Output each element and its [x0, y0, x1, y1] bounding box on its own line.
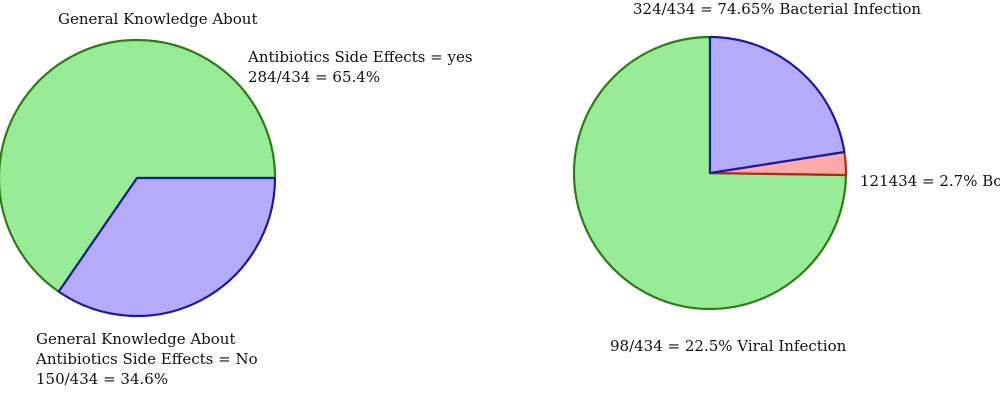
slice-label-2-3: 98/434 = 22.5% Viral Infection — [610, 337, 847, 355]
pie-slice-284-434-65-4 — [0, 38, 277, 293]
slice-label-1-1: Antibiotics Side Effects = yes 284/434 = … — [247, 48, 473, 86]
pie-slice-150-434-34-6 — [57, 176, 277, 318]
slice-label-1-1-line: 284/434 = 65.4% — [248, 68, 380, 86]
slice-label-1-2-line: Antibiotics Side Effects = No — [35, 350, 258, 368]
slice-label-2-2: 121434 = 2.7% Both — [860, 172, 1000, 190]
chart-labels: Antibiotics Side Effects = yes 284/434 = … — [35, 0, 1000, 388]
pie-chart-infection-type — [572, 35, 848, 311]
slice-label-1-2: General Knowledge About Antibiotics Side … — [35, 330, 258, 388]
slice-label-2-1-line: 324/434 = 74.65% Bacterial Infection — [633, 0, 921, 18]
slice-label-1-1-line: Antibiotics Side Effects = yes — [247, 48, 473, 66]
pie-slice-98-434-22-5-viral-infection — [708, 35, 846, 175]
slice-label-2-1: 324/434 = 74.65% Bacterial Infection — [633, 0, 921, 18]
slice-label-1-2-line: 150/434 = 34.6% — [36, 370, 168, 388]
pie-chart-antibiotics-knowledge — [0, 38, 277, 318]
slice-label-1-2-line: General Knowledge About — [36, 330, 236, 348]
slice-label-2-3-line: 98/434 = 22.5% Viral Infection — [610, 337, 847, 355]
chart-title-1-line: General Knowledge About — [58, 10, 258, 28]
slice-label-2-2-line: 121434 = 2.7% Both — [860, 172, 1000, 190]
chart-title-1: General Knowledge About — [58, 10, 258, 28]
